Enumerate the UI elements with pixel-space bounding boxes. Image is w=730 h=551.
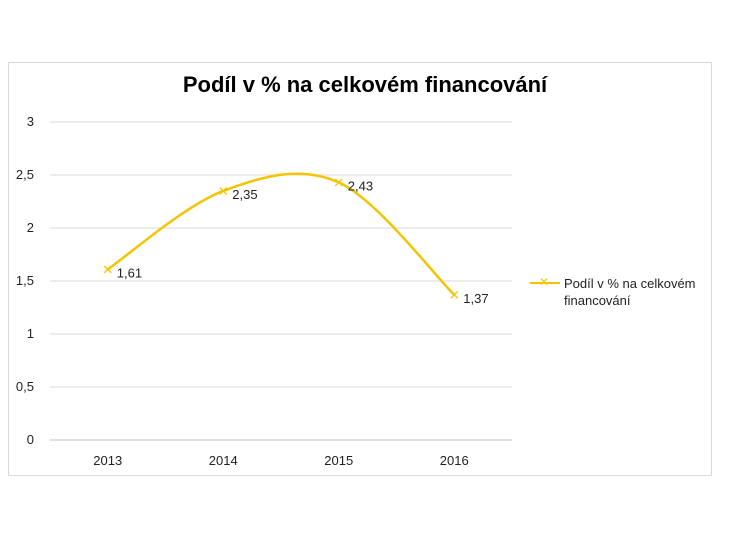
data-point-marker [334,178,343,187]
y-tick-label: 2,5 [16,167,34,182]
marker-stroke [334,178,343,187]
marker-stroke [103,265,112,274]
data-label: 1,61 [117,265,142,280]
chart-title: Podíl v % na celkovém financování [182,72,548,97]
data-point-marker [450,290,459,299]
data-label: 1,37 [463,291,488,306]
y-tick-label: 1,5 [16,273,34,288]
x-tick-label: 2015 [324,453,353,468]
x-tick-label: 2013 [93,453,122,468]
legend-line-swatch [530,282,560,284]
y-tick-label: 3 [27,114,34,129]
data-point-marker [103,265,112,274]
data-label: 2,35 [232,187,257,202]
x-tick-label: 2014 [209,453,238,468]
marker-stroke [219,186,228,195]
legend-marker-icon: ✕ [539,275,550,289]
y-tick-label: 2 [27,220,34,235]
y-tick-label: 0,5 [16,379,34,394]
legend-label: Podíl v % na celkovém financování [564,276,696,308]
series-line-0 [106,172,456,297]
chart-frame [8,62,712,476]
y-tick-label: 1 [27,326,34,341]
data-point-marker [219,186,228,195]
x-tick-label: 2016 [440,453,469,468]
marker-stroke [450,290,459,299]
data-label: 2,43 [348,178,373,193]
y-tick-label: 0 [27,432,34,447]
